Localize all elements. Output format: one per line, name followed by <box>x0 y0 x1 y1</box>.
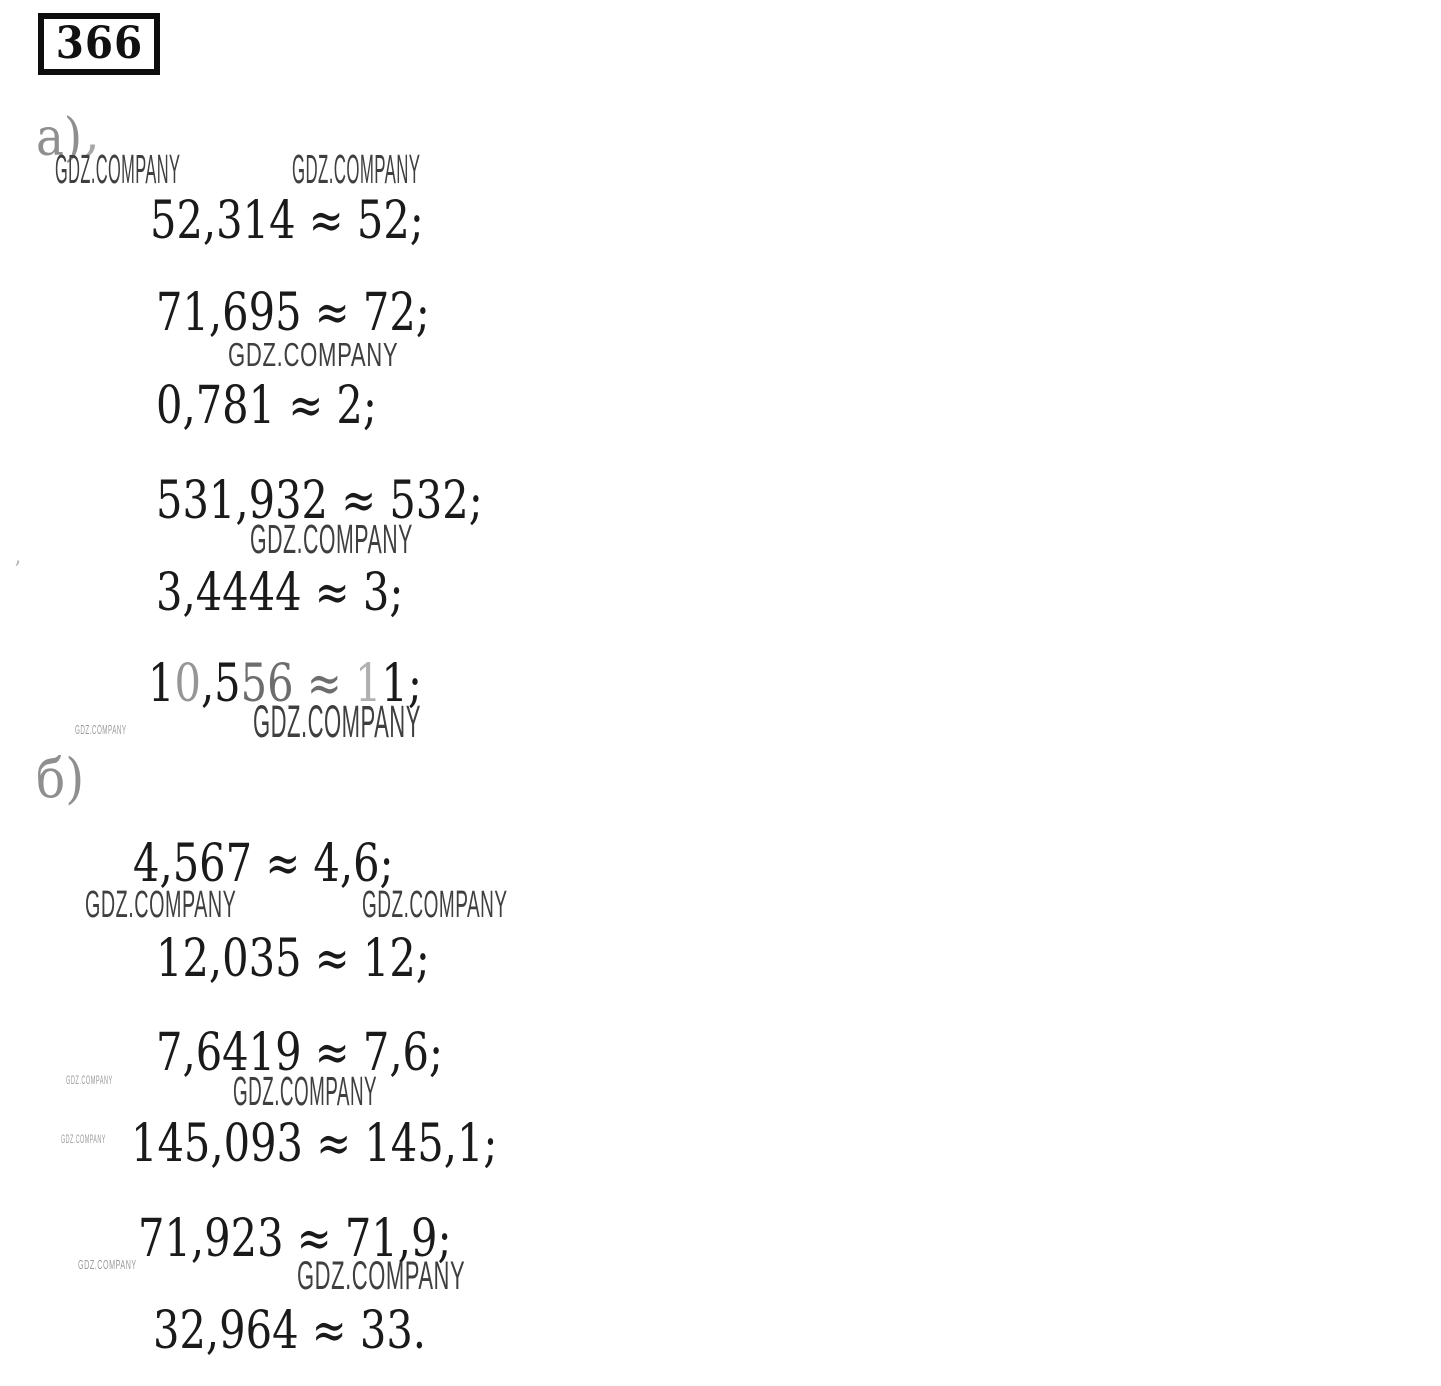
equation-row: 145,093 ≈ 145,1; <box>131 1114 498 1174</box>
watermark: GDZ.COMPANY <box>78 1257 137 1272</box>
digit: 5 <box>214 654 241 714</box>
problem-number-box: 366 <box>38 13 160 75</box>
watermark: GDZ.COMPANY <box>292 146 421 192</box>
watermark: GDZ.COMPANY <box>55 146 181 192</box>
watermark: GDZ.COMPANY <box>61 1132 106 1146</box>
digit: 6 <box>267 654 294 714</box>
equation-row: 3,4444 ≈ 3; <box>156 563 404 623</box>
equation-row: 71,695 ≈ 72; <box>156 283 430 343</box>
margin-tick: ’ <box>14 558 21 583</box>
problem-number: 366 <box>55 18 143 69</box>
equation-row: 32,964 ≈ 33. <box>153 1301 427 1361</box>
equation-row: 10,556 ≈ 11; <box>148 653 422 715</box>
approx-sign: ≈ <box>306 654 342 714</box>
watermark: GDZ.COMPANY <box>362 884 508 926</box>
watermark: GDZ.COMPANY <box>250 516 413 562</box>
digit: 1 <box>354 654 382 714</box>
watermark: GDZ.COMPANY <box>233 1068 378 1114</box>
watermark: GDZ.COMPANY <box>66 1073 113 1087</box>
watermark: GDZ.COMPANY <box>75 723 127 737</box>
part-a-label: а) <box>36 108 83 168</box>
watermark: GDZ.COMPANY <box>228 336 399 373</box>
equation-row: 4,567 ≈ 4,6; <box>133 834 394 894</box>
digit: 1 <box>148 654 175 714</box>
digit: 5 <box>240 654 268 714</box>
equation-row: 71,923 ≈ 71,9; <box>138 1209 452 1269</box>
equation-row: 531,932 ≈ 532; <box>156 471 483 531</box>
digit: 1 <box>381 654 408 714</box>
equation-row: 12,035 ≈ 12; <box>156 929 430 989</box>
digit: ; <box>407 654 422 714</box>
stray-mark: , <box>84 104 100 162</box>
watermark: GDZ.COMPANY <box>85 884 237 926</box>
digit: , <box>200 654 215 714</box>
digit: 0 <box>174 654 201 714</box>
watermark: GDZ.COMPANY <box>297 1254 466 1298</box>
part-b-label: б) <box>36 747 85 810</box>
equation-row: 7,6419 ≈ 7,6; <box>156 1023 444 1083</box>
equation-row: 52,314 ≈ 52; <box>150 191 424 251</box>
watermark: GDZ.COMPANY <box>253 696 421 747</box>
equation-row: 0,781 ≈ 2; <box>156 376 377 436</box>
